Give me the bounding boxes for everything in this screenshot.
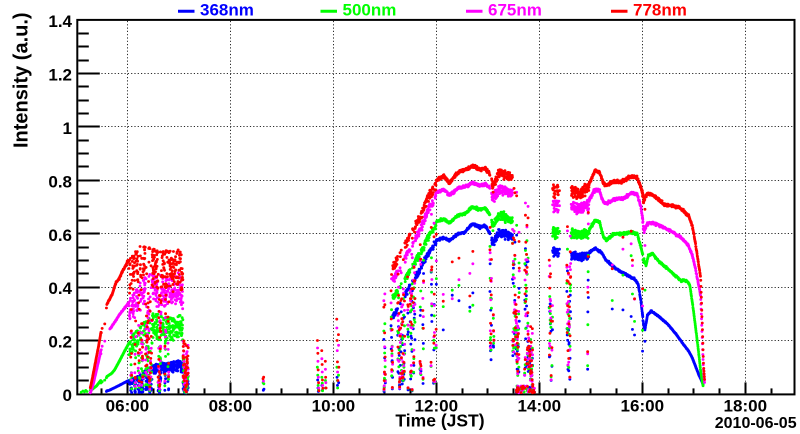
svg-text:0.2: 0.2 bbox=[48, 333, 72, 352]
svg-text:18:00: 18:00 bbox=[724, 396, 767, 415]
svg-text:10:00: 10:00 bbox=[312, 396, 355, 415]
svg-text:675nm: 675nm bbox=[488, 1, 542, 20]
svg-text:06:00: 06:00 bbox=[106, 396, 149, 415]
svg-text:16:00: 16:00 bbox=[621, 396, 664, 415]
svg-text:14:00: 14:00 bbox=[518, 396, 561, 415]
svg-text:0.4: 0.4 bbox=[48, 279, 72, 298]
svg-text:Time (JST): Time (JST) bbox=[395, 411, 484, 431]
svg-text:0.8: 0.8 bbox=[48, 172, 72, 191]
svg-text:Intensity (a.u.): Intensity (a.u.) bbox=[11, 12, 33, 148]
svg-text:2010-06-05: 2010-06-05 bbox=[715, 415, 797, 432]
svg-text:0: 0 bbox=[63, 386, 72, 405]
svg-text:1.4: 1.4 bbox=[48, 12, 72, 31]
svg-text:368nm: 368nm bbox=[200, 1, 254, 20]
svg-text:0.6: 0.6 bbox=[48, 226, 72, 245]
svg-text:500nm: 500nm bbox=[343, 1, 397, 20]
svg-text:778nm: 778nm bbox=[633, 1, 687, 20]
svg-text:1.2: 1.2 bbox=[48, 66, 72, 85]
svg-text:12:00: 12:00 bbox=[415, 396, 458, 415]
svg-text:1: 1 bbox=[63, 119, 72, 138]
svg-text:08:00: 08:00 bbox=[209, 396, 252, 415]
